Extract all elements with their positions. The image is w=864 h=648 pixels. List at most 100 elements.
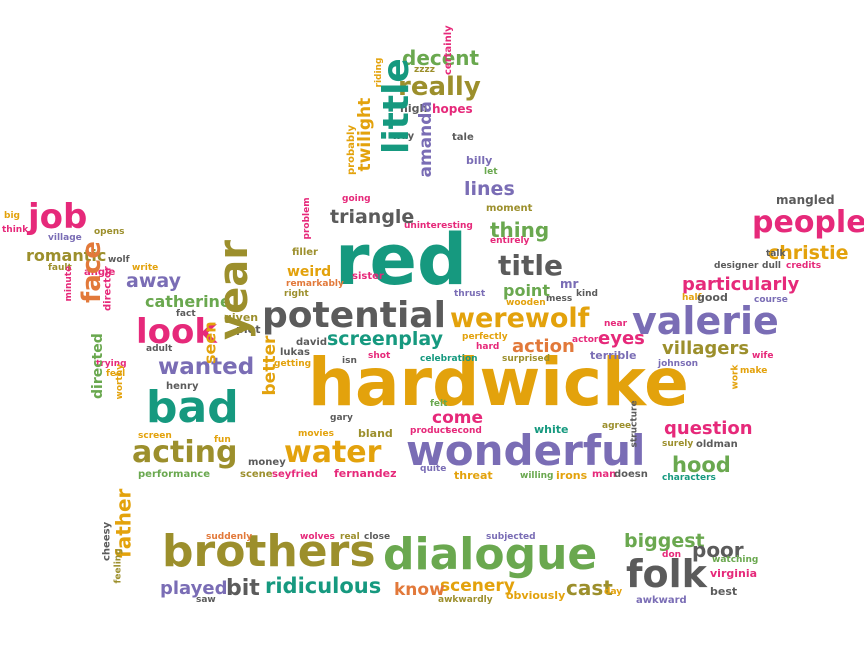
- word-scenery: scenery: [440, 576, 515, 596]
- word-terrible: terrible: [590, 349, 637, 362]
- word-product: product: [410, 426, 450, 436]
- word-fernandez: fernandez: [334, 467, 397, 480]
- word-decent: decent: [402, 46, 480, 70]
- word-shot: shot: [368, 351, 391, 361]
- word-better: better: [260, 335, 281, 396]
- word-surely: surely: [662, 439, 694, 449]
- word-point: point: [503, 281, 550, 300]
- word-title: title: [498, 249, 563, 282]
- word-weird: weird: [287, 264, 332, 280]
- word-thrust: thrust: [454, 289, 486, 299]
- word-tale: tale: [452, 132, 474, 143]
- word-characters: characters: [662, 473, 716, 483]
- word-job: job: [28, 197, 88, 237]
- word-come: come: [432, 408, 483, 428]
- word-fact: fact: [176, 309, 196, 319]
- word-wooden: wooden: [506, 298, 546, 308]
- word-mangled: mangled: [776, 193, 835, 207]
- word-oldman: oldman: [696, 439, 738, 450]
- word-village: village: [48, 233, 82, 243]
- word-virginia: virginia: [710, 567, 758, 580]
- word-work: work: [730, 364, 741, 390]
- word-people: people: [752, 205, 864, 240]
- word-really: really: [398, 72, 481, 102]
- word-poor: poor: [692, 538, 744, 562]
- word-worthy: worthy: [115, 363, 126, 400]
- word-feeling: feeling: [113, 548, 124, 584]
- word-amanda: amanda: [415, 101, 436, 178]
- word-irons: irons: [556, 469, 588, 482]
- word-year: year: [211, 240, 258, 340]
- word-subjected: subjected: [486, 532, 536, 542]
- word-villagers: villagers: [662, 338, 750, 359]
- word-getting: getting: [274, 359, 312, 369]
- word-potential: potential: [262, 295, 446, 336]
- word-biggest: biggest: [624, 530, 705, 552]
- word-valerie: valerie: [632, 299, 779, 343]
- word-hardwicke: hardwicke: [308, 344, 689, 421]
- word-brothers: brothers: [162, 526, 376, 577]
- word-day: day: [604, 587, 623, 597]
- word-lines: lines: [464, 178, 515, 200]
- word-write: write: [132, 263, 159, 273]
- word-make: make: [740, 366, 768, 376]
- word-near: near: [604, 319, 628, 329]
- word-eyes: eyes: [598, 328, 645, 349]
- word-let: let: [484, 167, 498, 177]
- word-scene: scene: [240, 469, 273, 480]
- word-talk: talk: [766, 249, 786, 259]
- word-particularly: particularly: [682, 274, 800, 295]
- word-minute: minute: [64, 265, 75, 302]
- word-wanted: wanted: [158, 354, 255, 380]
- word-folk: folk: [626, 552, 707, 596]
- word-problem: problem: [301, 197, 312, 240]
- word-played: played: [160, 578, 228, 599]
- word-white: white: [534, 423, 569, 436]
- word-close: close: [364, 532, 391, 542]
- word-big: big: [4, 211, 20, 221]
- word-plot: plot: [236, 323, 261, 336]
- word-awkwardly: awkwardly: [438, 595, 493, 605]
- word-actor: actor: [572, 335, 599, 345]
- word-suddenly: suddenly: [206, 532, 253, 542]
- word-cheesy: cheesy: [101, 521, 113, 561]
- word-entirely: entirely: [490, 236, 530, 246]
- word-fault: fault: [48, 263, 72, 273]
- word-johnson: johnson: [658, 359, 699, 369]
- word-gary: gary: [330, 413, 353, 423]
- word-going: going: [342, 194, 371, 204]
- word-red: red: [335, 219, 468, 301]
- word-filler: filler: [292, 247, 318, 258]
- word-remarkably: remarkably: [286, 279, 344, 289]
- word-wolves: wolves: [300, 532, 335, 542]
- word-dull: dull: [762, 261, 782, 271]
- word-christie: christie: [768, 242, 849, 264]
- word-acting: acting: [132, 435, 238, 470]
- word-zzzz: zzzz: [414, 65, 435, 75]
- word-obviously: obviously: [506, 589, 566, 602]
- word-director: director: [102, 266, 114, 311]
- word-structure: structure: [629, 400, 640, 448]
- word-saw: saw: [196, 595, 216, 605]
- word-man: man: [592, 469, 617, 480]
- word-away: away: [126, 270, 181, 292]
- word-riding: riding: [374, 57, 385, 88]
- word-twilight: twilight: [355, 97, 376, 172]
- word-high: high: [400, 102, 428, 115]
- word-wolf: wolf: [108, 255, 130, 265]
- word-wonderful: wonderful: [406, 426, 646, 475]
- word-surprised: surprised: [502, 354, 551, 364]
- word-credits: credits: [786, 261, 822, 271]
- word-threat: threat: [454, 469, 493, 482]
- word-designer: designer: [714, 261, 759, 271]
- word-triangle: triangle: [330, 206, 415, 228]
- word-certainly: certainly: [443, 25, 455, 75]
- word-look: look: [136, 312, 217, 352]
- word-trying: trying: [96, 359, 127, 369]
- word-screenplay: screenplay: [327, 328, 443, 350]
- word-romantic: romantic: [26, 246, 107, 265]
- word-probably: probably: [346, 125, 358, 175]
- word-bad: bad: [146, 382, 239, 433]
- word-celebration: celebration: [420, 354, 478, 364]
